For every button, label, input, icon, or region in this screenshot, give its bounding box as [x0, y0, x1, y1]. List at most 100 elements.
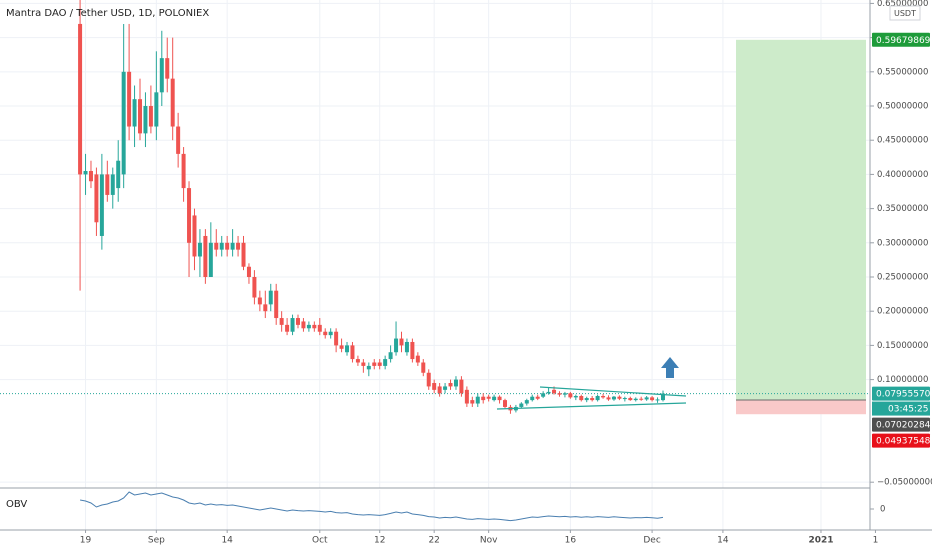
price-tag-label: 0.07020284: [876, 421, 931, 431]
x-tick-label: 16: [565, 536, 577, 546]
x-tick-label: Nov: [480, 536, 498, 546]
candle-body: [394, 338, 399, 353]
x-tick-label: 14: [221, 536, 233, 546]
candle-body: [295, 318, 300, 325]
candle-body: [241, 242, 246, 267]
candle-body: [105, 174, 110, 195]
countdown-tag: [872, 401, 930, 416]
candle-body: [541, 393, 546, 397]
candle-body: [257, 297, 262, 305]
x-tick-label: Oct: [312, 536, 328, 546]
candle-body: [339, 345, 344, 349]
candle-body: [219, 242, 224, 250]
price-tag: [872, 32, 930, 47]
candle-body: [372, 362, 377, 366]
candle-body: [116, 160, 121, 189]
candle-body: [208, 242, 213, 278]
y-tick-label: 0.40000000: [877, 170, 928, 180]
candle-body: [486, 396, 491, 399]
candle-body: [404, 341, 409, 353]
y-tick-label: 0.20000000: [877, 307, 928, 317]
candles: [78, 0, 665, 414]
candle-body: [611, 396, 616, 400]
candle-body: [497, 396, 502, 401]
candle-body: [470, 400, 475, 404]
candle-body: [535, 396, 540, 399]
candle-body: [236, 242, 241, 250]
candle-body: [110, 174, 115, 195]
x-tick-label: 2021: [808, 536, 833, 546]
candle-body: [579, 396, 584, 401]
x-tick-label: 14: [717, 536, 729, 546]
indicator-name: OBV: [6, 499, 27, 510]
candle-body: [306, 324, 311, 329]
candle-body: [481, 396, 486, 401]
candle-body: [143, 106, 148, 134]
candle-body: [443, 386, 448, 390]
unit-box: [889, 5, 921, 21]
candle-body: [132, 99, 137, 127]
chart-title: Mantra DAO / Tether USD, 1D, POLONIEX: [6, 8, 209, 19]
candle-body: [644, 397, 649, 400]
candle-body: [285, 324, 290, 332]
trend-line-lower: [496, 402, 687, 410]
candle-body: [165, 58, 170, 79]
candle-body: [181, 153, 186, 189]
y-tick-label: 0.10000000: [877, 375, 928, 385]
indicator-pane: [79, 491, 664, 522]
candle-body: [650, 397, 655, 401]
candle-body: [176, 126, 181, 154]
candle-body: [584, 398, 589, 401]
candle-body: [88, 170, 93, 182]
candle-body: [562, 393, 567, 395]
candle-body: [568, 393, 573, 398]
candle-body: [361, 362, 366, 366]
candle-body: [192, 215, 197, 257]
x-tick-label: 1: [873, 536, 879, 546]
y-tick-label: 0.45000000: [877, 136, 928, 146]
candle-body: [138, 99, 143, 134]
arrow-up: [661, 357, 679, 378]
candle-body: [606, 397, 611, 400]
x-tick-label: 12: [374, 536, 385, 546]
candle-body: [383, 359, 388, 366]
y-tick-label: 0.30000000: [877, 238, 928, 248]
candle-body: [366, 365, 371, 370]
candle-body: [377, 362, 382, 366]
indicator-tick-label: 0: [880, 505, 885, 515]
candle-body: [252, 277, 257, 298]
price-tag: [872, 386, 930, 401]
candle-body: [617, 396, 622, 399]
candle-body: [410, 341, 415, 360]
price-tag: [872, 417, 930, 432]
candle-body: [448, 383, 453, 387]
y-tick-label: 0.50000000: [877, 102, 928, 112]
candle-body: [415, 355, 420, 363]
candle-body: [557, 393, 562, 395]
candle-body: [78, 23, 83, 175]
indicator-line: [79, 491, 664, 522]
candle-body: [187, 188, 192, 243]
candle-body: [519, 403, 524, 407]
candle-body: [268, 290, 273, 305]
candle-body: [148, 106, 153, 127]
candle-body: [530, 396, 535, 401]
candle-body: [426, 372, 431, 387]
candle-body: [214, 242, 219, 250]
candle-body: [355, 359, 360, 363]
candle-body: [94, 174, 99, 223]
price-tag-label: 0.04937548: [876, 437, 931, 447]
candle-body: [503, 400, 508, 407]
grid: [0, 0, 870, 530]
candle-body: [475, 396, 480, 404]
countdown-label: 03:45:25: [888, 405, 928, 415]
candle-body: [622, 398, 627, 400]
candle-body: [345, 345, 350, 353]
trend-line-upper: [539, 386, 687, 397]
candle-body: [601, 396, 606, 398]
x-tick-label: 22: [428, 536, 439, 546]
candle-body: [274, 290, 279, 319]
candle-body: [328, 331, 333, 336]
candle-body: [279, 318, 284, 325]
